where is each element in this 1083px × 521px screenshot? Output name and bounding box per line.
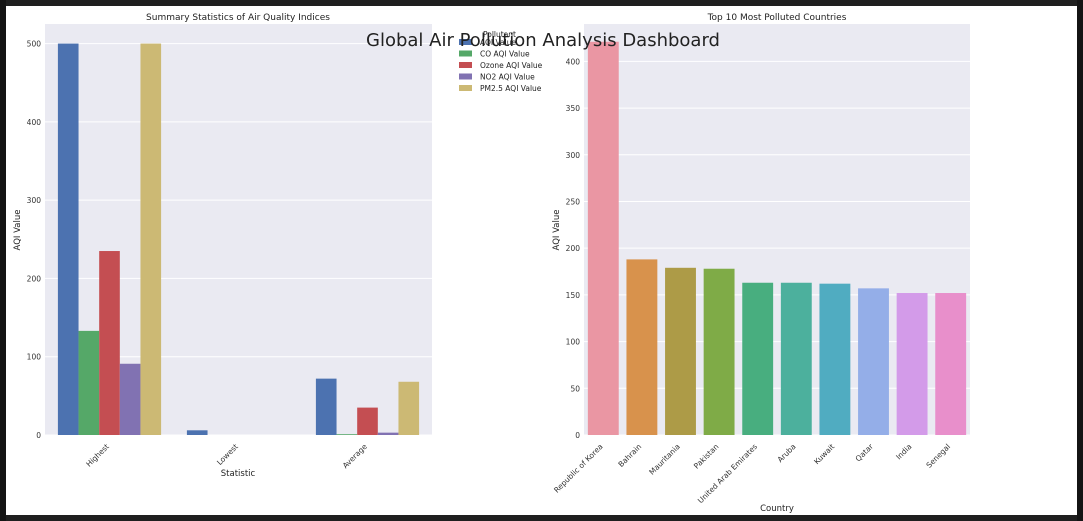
window-border-right bbox=[1077, 0, 1083, 521]
legend-label-ozone-aqi-value: Ozone AQI Value bbox=[480, 61, 543, 70]
chart1-x-tick-label: Lowest bbox=[215, 442, 240, 467]
bar-average-no2-aqi-value bbox=[377, 432, 399, 435]
chart1-bars bbox=[57, 43, 420, 435]
chart1-y-tick-label: 0 bbox=[36, 431, 41, 440]
bar-average-co-aqi-value bbox=[336, 434, 358, 435]
summary-statistics-chart: 0 100 200 300 400 500 Highest Lowest Average Su… bbox=[13, 13, 432, 479]
bar-republic-of-korea bbox=[587, 41, 619, 435]
legend-swatch-ozone-aqi-value bbox=[459, 62, 472, 68]
chart2-x-tick-label: Kuwait bbox=[812, 442, 836, 466]
window-border-left bbox=[0, 0, 6, 521]
legend-swatch-aqi-value bbox=[459, 39, 472, 45]
chart2-x-tick-label: Aruba bbox=[776, 442, 798, 464]
chart2-y-tick-label: 400 bbox=[566, 57, 581, 66]
bar-average-ozone-aqi-value bbox=[357, 407, 378, 435]
chart2-x-tick-label: Qatar bbox=[854, 441, 876, 463]
bar-average-pm2-5-aqi-value bbox=[398, 381, 420, 435]
chart1-y-ticks: 0 100 200 300 400 500 bbox=[27, 40, 42, 440]
chart1-y-tick-label: 100 bbox=[27, 353, 42, 362]
chart2-y-tick-label: 200 bbox=[566, 244, 581, 253]
chart2-y-tick-label: 50 bbox=[570, 384, 580, 393]
legend-title: Pollutant bbox=[483, 30, 516, 39]
bar-aruba bbox=[780, 282, 812, 435]
bar-highest-no2-aqi-value bbox=[119, 363, 141, 435]
legend-swatch-no2-aqi-value bbox=[459, 73, 472, 80]
bar-bahrain bbox=[626, 259, 658, 435]
chart1-y-tick-label: 500 bbox=[27, 40, 42, 49]
bar-kuwait bbox=[819, 283, 851, 435]
chart2-x-tick-label: Bahrain bbox=[616, 442, 643, 469]
top-polluted-countries-chart: 0 50 100 150 200 250 300 350 400 Republic of Kor… bbox=[552, 13, 970, 514]
chart2-x-tick-label: Republic of Korea bbox=[552, 442, 605, 495]
dashboard-figure: 0 100 200 300 400 500 Highest Lowest Average Su… bbox=[6, 6, 1077, 515]
legend-swatch-pm2-5-aqi-value bbox=[459, 85, 472, 91]
bar-india bbox=[896, 293, 928, 435]
bar-highest-pm2-5-aqi-value bbox=[140, 43, 162, 435]
chart2-y-tick-label: 250 bbox=[566, 197, 581, 206]
chart2-x-tick-label: India bbox=[894, 442, 913, 461]
legend-label-co-aqi-value: CO AQI Value bbox=[480, 50, 530, 59]
chart1-x-ticks: Highest Lowest Average bbox=[84, 442, 369, 470]
chart2-y-tick-label: 300 bbox=[566, 151, 581, 160]
chart1-x-axis-title: Statistic bbox=[221, 469, 256, 479]
chart2-title: Top 10 Most Polluted Countries bbox=[707, 13, 847, 23]
dashboard-title: Global Air Pollution Analysis Dashboard bbox=[366, 30, 720, 51]
chart1-x-tick-label: Average bbox=[341, 442, 369, 470]
bar-highest-co-aqi-value bbox=[78, 330, 100, 435]
chart2-x-axis-title: Country bbox=[760, 504, 794, 514]
chart2-x-tick-label: Senegal bbox=[924, 442, 952, 470]
legend-items: AQI Value CO AQI Value Ozone AQI Value NO2 … bbox=[459, 38, 543, 93]
chart1-y-tick-label: 200 bbox=[27, 274, 42, 283]
chart1-x-tick-label: Highest bbox=[84, 442, 111, 469]
legend-swatch-co-aqi-value bbox=[459, 50, 472, 57]
chart1-y-axis-title: AQI Value bbox=[13, 210, 23, 251]
chart2-bars bbox=[587, 41, 967, 435]
chart2-y-tick-label: 100 bbox=[566, 338, 581, 347]
bar-united-arab-emirates bbox=[742, 282, 774, 435]
chart2-y-tick-label: 0 bbox=[575, 431, 580, 440]
bar-average-aqi-value bbox=[315, 378, 337, 435]
chart1-title: Summary Statistics of Air Quality Indice… bbox=[146, 13, 330, 23]
chart2-y-tick-label: 150 bbox=[566, 291, 581, 300]
bar-senegal bbox=[935, 293, 967, 435]
legend-label-no2-aqi-value: NO2 AQI Value bbox=[480, 73, 535, 82]
chart2-y-tick-label: 350 bbox=[566, 104, 581, 113]
bar-highest-aqi-value bbox=[57, 43, 79, 435]
chart1-legend: Pollutant AQI Value CO AQI Value Ozone AQI… bbox=[459, 30, 543, 93]
chart2-x-ticks: Republic of Korea Bahrain Mauritania Pakist… bbox=[552, 441, 952, 505]
legend-label-aqi-value: AQI Value bbox=[480, 38, 516, 47]
chart2-x-tick-label: Pakistan bbox=[692, 442, 721, 471]
bar-lowest-aqi-value bbox=[186, 430, 208, 435]
chart1-y-tick-label: 300 bbox=[27, 196, 42, 205]
chart1-y-tick-label: 400 bbox=[27, 118, 42, 127]
chart2-y-ticks: 0 50 100 150 200 250 300 350 400 bbox=[566, 57, 581, 440]
legend-label-pm2-5-aqi-value: PM2.5 AQI Value bbox=[480, 84, 542, 93]
bar-mauritania bbox=[665, 267, 696, 435]
bar-highest-ozone-aqi-value bbox=[99, 251, 120, 435]
chart2-y-axis-title: AQI Value bbox=[552, 210, 562, 251]
bar-pakistan bbox=[703, 268, 735, 435]
chart2-x-tick-label: Mauritania bbox=[647, 442, 682, 477]
bar-qatar bbox=[858, 288, 889, 435]
